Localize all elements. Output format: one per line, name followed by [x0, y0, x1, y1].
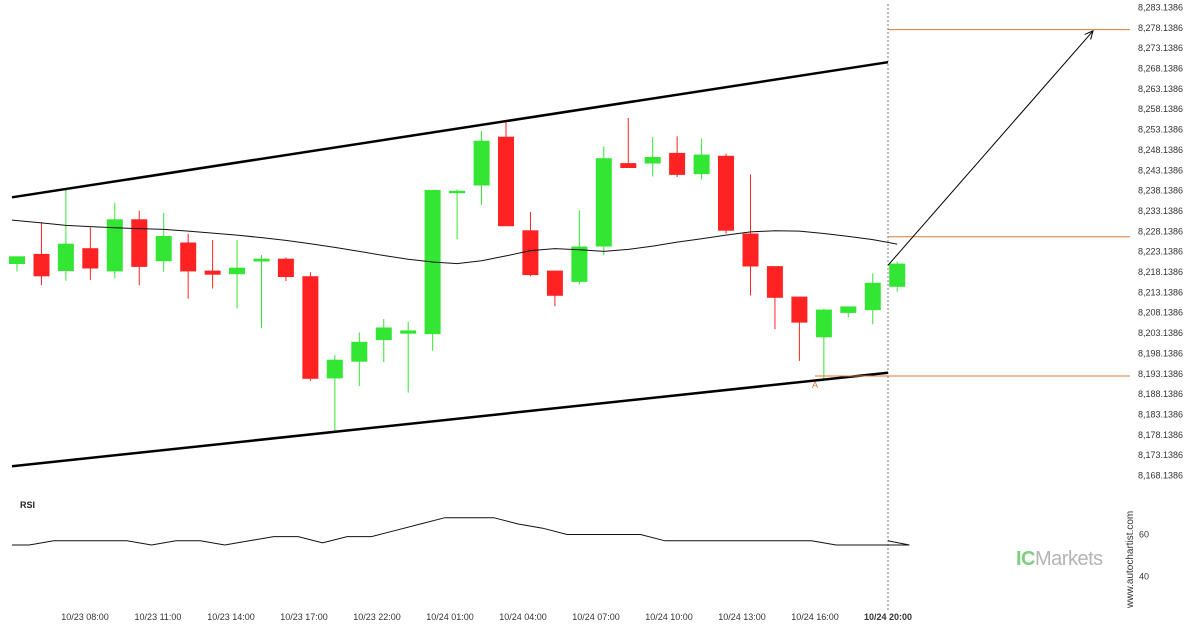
x-tick-label: 10/23 14:00 — [207, 612, 255, 622]
candle-body — [864, 282, 881, 311]
x-tick-label: 10/24 13:00 — [718, 612, 766, 622]
candle-body — [766, 266, 783, 298]
candle-body — [546, 270, 563, 296]
candle-body — [742, 233, 759, 267]
candle-body — [106, 219, 123, 272]
candle-body — [840, 306, 857, 313]
candle-body — [644, 157, 661, 164]
x-tick-label: 10/24 04:00 — [499, 612, 547, 622]
candle-body — [375, 327, 392, 341]
x-tick-label: 10/24 20:00 — [864, 612, 912, 622]
candle-body — [571, 246, 588, 282]
x-tick-label: 10/23 17:00 — [280, 612, 328, 622]
candle-body — [815, 309, 832, 338]
channel-lower-line — [11, 371, 889, 468]
candle-body — [791, 296, 808, 323]
candle-body — [400, 330, 417, 334]
y-tick-label: 8,273.1386 — [1138, 43, 1183, 53]
y-tick-label: 8,193.1386 — [1138, 369, 1183, 379]
y-tick-label: 8,183.1386 — [1138, 410, 1183, 420]
candle-body — [82, 248, 99, 269]
candle-body — [669, 152, 686, 175]
candle-body — [229, 267, 245, 275]
candle-body — [253, 258, 270, 262]
candle-body — [326, 359, 343, 379]
candle-body — [595, 158, 612, 247]
channel-upper-line — [11, 60, 889, 199]
y-tick-label: 8,203.1386 — [1138, 328, 1183, 338]
candles-layer — [9, 117, 906, 432]
candle-body — [522, 230, 539, 276]
x-tick-label: 10/24 10:00 — [645, 612, 693, 622]
brand-logo-text: Markets — [1035, 548, 1103, 570]
x-tick-label: 10/23 22:00 — [353, 612, 401, 622]
y-tick-label: 8,173.1386 — [1138, 450, 1183, 460]
y-tick-label: 8,248.1386 — [1138, 145, 1183, 155]
rsi-label: RSI — [20, 500, 35, 510]
candle-body — [889, 263, 906, 287]
x-tick-label: 10/24 01:00 — [426, 612, 474, 622]
brand-logo-ic: IC — [1016, 548, 1036, 570]
y-tick-label: 8,268.1386 — [1138, 64, 1183, 74]
candle-body — [718, 155, 734, 231]
y-tick-label: 8,188.1386 — [1138, 389, 1183, 399]
candle-body — [449, 190, 466, 194]
brand-logo: ICMarkets — [1016, 548, 1103, 571]
candle-body — [620, 163, 637, 168]
rsi-tick-label: 40 — [1139, 572, 1149, 582]
y-tick-label: 8,263.1386 — [1138, 84, 1183, 94]
rsi-panel: RSI 60 40 — [12, 500, 1149, 582]
y-tick-label: 8,243.1386 — [1138, 165, 1183, 175]
moving-average-line — [11, 219, 898, 265]
y-tick-label: 8,168.1386 — [1138, 471, 1183, 481]
candle-body — [498, 136, 514, 227]
y-tick-label: 8,253.1386 — [1138, 125, 1183, 135]
y-tick-label: 8,213.1386 — [1138, 287, 1183, 297]
y-tick-label: 8,198.1386 — [1138, 348, 1183, 358]
y-tick-label: 8,178.1386 — [1138, 430, 1183, 440]
candle-body — [302, 276, 319, 379]
candle-body — [155, 236, 172, 262]
candle-body — [33, 253, 50, 277]
y-tick-label: 8,278.1386 — [1138, 23, 1183, 33]
y-tick-label: 8,208.1386 — [1138, 308, 1183, 318]
candle-body — [693, 154, 710, 175]
x-tick-label: 10/24 16:00 — [791, 612, 839, 622]
y-tick-label: 8,223.1386 — [1138, 247, 1183, 257]
forecast-arrow-head — [1084, 30, 1094, 40]
y-tick-label: 8,228.1386 — [1138, 226, 1183, 236]
y-tick-label: 8,283.1386 — [1138, 3, 1183, 13]
x-axis: 10/23 08:00 10/23 11:00 10/23 14:00 10/23 1… — [61, 612, 912, 622]
overlays-layer: A — [11, 29, 1130, 468]
y-tick-label: 8,238.1386 — [1138, 186, 1183, 196]
candle-body — [131, 219, 148, 267]
rsi-line — [12, 517, 910, 546]
candle-body — [204, 270, 221, 275]
y-tick-label: 8,218.1386 — [1138, 267, 1183, 277]
y-tick-label: 8,233.1386 — [1138, 206, 1183, 216]
y-axis: 8,283.1386 8,278.1386 8,273.1386 8,268.1386… — [1138, 3, 1183, 481]
y-tick-label: 8,258.1386 — [1138, 104, 1183, 114]
candle-body — [9, 256, 25, 264]
candle-body — [57, 243, 74, 271]
x-tick-label: 10/24 07:00 — [572, 612, 620, 622]
candle-body — [180, 242, 197, 272]
x-tick-label: 10/23 08:00 — [61, 612, 109, 622]
rsi-tick-label: 60 — [1139, 530, 1149, 540]
credit-text: www.autochartist.com — [1125, 510, 1136, 608]
point-label: A — [812, 380, 818, 390]
candle-body — [351, 341, 368, 362]
candle-body — [473, 140, 490, 186]
forecast-arrow-line — [887, 30, 1094, 266]
x-tick-label: 10/23 11:00 — [135, 612, 182, 622]
candle-body — [277, 258, 294, 277]
